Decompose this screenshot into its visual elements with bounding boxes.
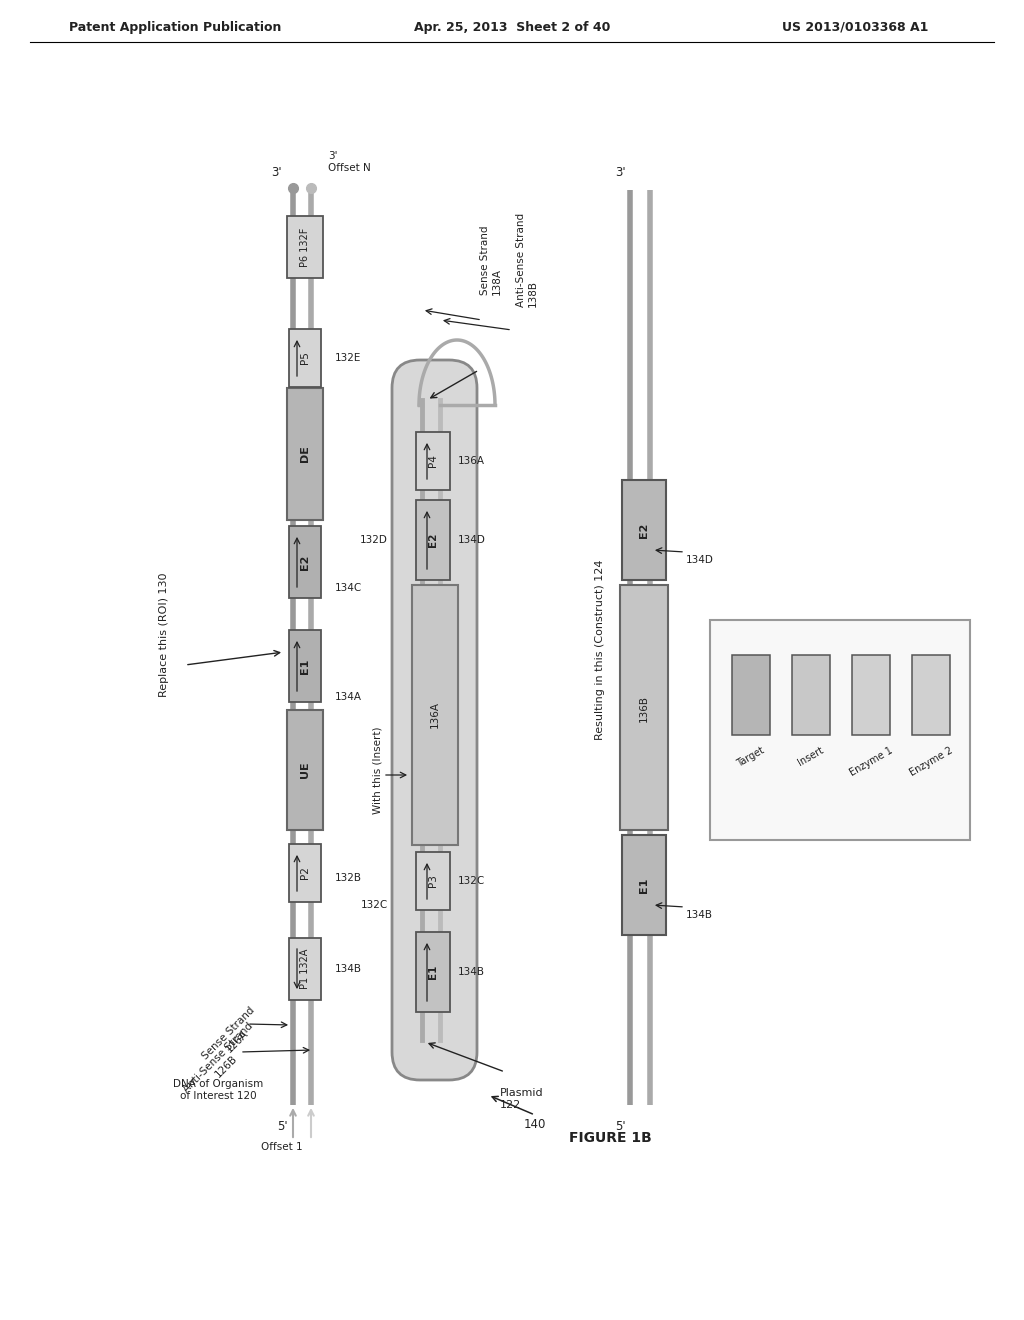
Text: P1 132A: P1 132A bbox=[300, 949, 310, 989]
Bar bbox=[416, 932, 450, 1012]
Text: FIGURE 1B: FIGURE 1B bbox=[568, 1131, 651, 1144]
Text: 132C: 132C bbox=[360, 900, 388, 909]
Text: Target: Target bbox=[735, 744, 767, 768]
Text: 3': 3' bbox=[270, 165, 282, 178]
Bar bbox=[287, 388, 323, 520]
Text: DE: DE bbox=[300, 446, 310, 462]
Text: 132C: 132C bbox=[458, 876, 485, 886]
Bar bbox=[852, 655, 890, 735]
Text: 134D: 134D bbox=[686, 554, 714, 565]
Text: 136B: 136B bbox=[639, 694, 649, 722]
Text: Enzyme 2: Enzyme 2 bbox=[907, 744, 954, 777]
Text: P2: P2 bbox=[300, 866, 310, 879]
Text: E2: E2 bbox=[428, 533, 438, 548]
Bar bbox=[416, 432, 450, 490]
Text: 140: 140 bbox=[524, 1118, 546, 1130]
Bar bbox=[710, 620, 970, 840]
Text: Sense Strand
126A: Sense Strand 126A bbox=[201, 1005, 265, 1069]
Text: 132E: 132E bbox=[335, 352, 361, 363]
Text: P5: P5 bbox=[300, 351, 310, 364]
Text: E2: E2 bbox=[639, 523, 649, 537]
Text: US 2013/0103368 A1: US 2013/0103368 A1 bbox=[781, 21, 928, 33]
Text: Replace this (ROI) 130: Replace this (ROI) 130 bbox=[159, 573, 169, 697]
Bar bbox=[416, 500, 450, 579]
Text: Resulting in this (Construct) 124: Resulting in this (Construct) 124 bbox=[595, 560, 605, 741]
Text: 5': 5' bbox=[614, 1121, 626, 1134]
Text: 3'
Offset N: 3' Offset N bbox=[328, 152, 371, 173]
Text: E1: E1 bbox=[300, 659, 310, 673]
Text: E1: E1 bbox=[639, 878, 649, 892]
Bar bbox=[622, 480, 666, 579]
Text: Sense Strand
138A: Sense Strand 138A bbox=[480, 226, 502, 294]
Text: 134B: 134B bbox=[458, 968, 485, 977]
Text: P3: P3 bbox=[428, 875, 438, 887]
Text: Insert: Insert bbox=[797, 744, 825, 768]
Text: Plasmid
122: Plasmid 122 bbox=[500, 1088, 544, 1110]
Bar bbox=[412, 585, 458, 845]
Text: 134B: 134B bbox=[335, 964, 362, 974]
Text: 136A: 136A bbox=[458, 455, 485, 466]
Bar bbox=[287, 710, 323, 830]
Text: Anti-Sense Strand
126B: Anti-Sense Strand 126B bbox=[181, 1022, 263, 1104]
Text: Patent Application Publication: Patent Application Publication bbox=[69, 21, 282, 33]
Text: With this (Insert): With this (Insert) bbox=[373, 726, 383, 813]
FancyBboxPatch shape bbox=[392, 360, 477, 1080]
Text: 134B: 134B bbox=[686, 909, 713, 920]
Text: Apr. 25, 2013  Sheet 2 of 40: Apr. 25, 2013 Sheet 2 of 40 bbox=[414, 21, 610, 33]
Text: 134D: 134D bbox=[458, 535, 485, 545]
Text: E2: E2 bbox=[300, 554, 310, 570]
Text: Offset 1: Offset 1 bbox=[261, 1142, 303, 1152]
Text: DNA of Organism
of Interest 120: DNA of Organism of Interest 120 bbox=[173, 1080, 263, 1101]
Text: 5': 5' bbox=[276, 1121, 288, 1134]
Bar bbox=[289, 939, 321, 1001]
Text: Anti-Sense Strand
138B: Anti-Sense Strand 138B bbox=[516, 213, 538, 308]
Text: UE: UE bbox=[300, 762, 310, 779]
Bar bbox=[792, 655, 830, 735]
Bar bbox=[289, 525, 321, 598]
Bar bbox=[912, 655, 950, 735]
Text: 132D: 132D bbox=[360, 535, 388, 545]
Bar bbox=[732, 655, 770, 735]
Bar bbox=[287, 216, 323, 279]
Bar bbox=[289, 843, 321, 902]
Bar bbox=[622, 836, 666, 935]
Text: 134C: 134C bbox=[335, 583, 362, 593]
Text: 132B: 132B bbox=[335, 873, 362, 883]
Text: 136A: 136A bbox=[430, 701, 440, 729]
Text: 134A: 134A bbox=[335, 692, 362, 702]
Bar bbox=[416, 851, 450, 909]
Text: P4: P4 bbox=[428, 454, 438, 467]
Text: P6 132F: P6 132F bbox=[300, 227, 310, 267]
Bar bbox=[289, 329, 321, 387]
Text: Enzyme 1: Enzyme 1 bbox=[848, 744, 894, 777]
Bar bbox=[289, 630, 321, 702]
Text: E1: E1 bbox=[428, 965, 438, 979]
Text: 3': 3' bbox=[614, 165, 626, 178]
Bar bbox=[620, 585, 668, 830]
